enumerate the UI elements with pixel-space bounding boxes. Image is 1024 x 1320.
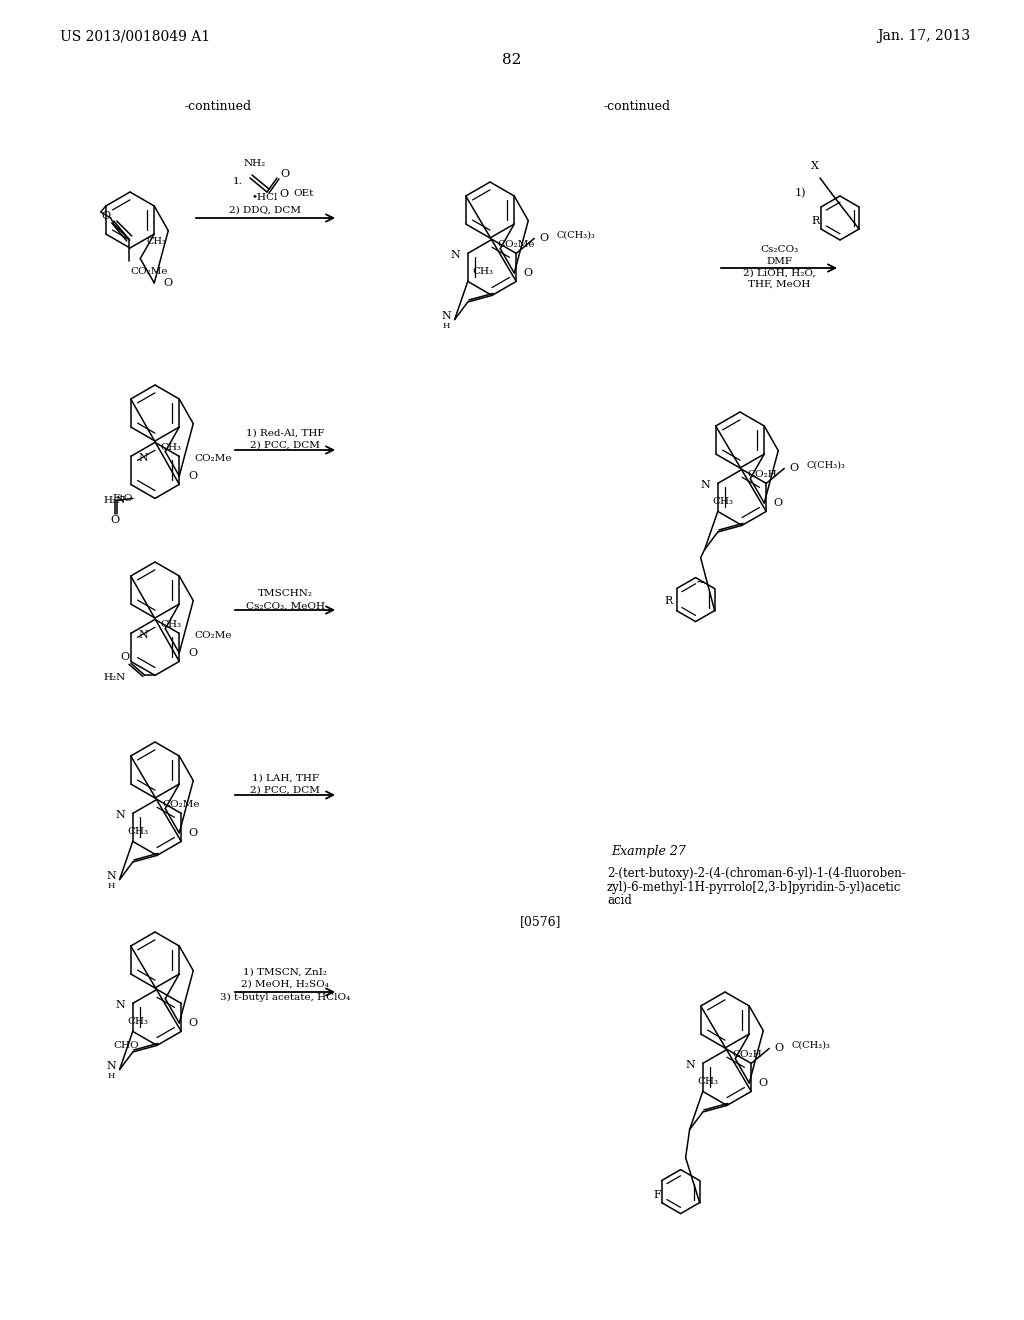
Text: R: R: [665, 595, 673, 606]
Text: X: X: [811, 161, 819, 172]
Text: CH₃: CH₃: [473, 267, 494, 276]
Text: -continued: -continued: [184, 100, 252, 114]
Text: Jan. 17, 2013: Jan. 17, 2013: [877, 29, 970, 44]
Text: O: O: [758, 1078, 767, 1088]
Text: THF, MeOH: THF, MeOH: [748, 280, 810, 289]
Text: CO₂H: CO₂H: [746, 470, 777, 479]
Text: US 2013/0018049 A1: US 2013/0018049 A1: [60, 29, 210, 44]
Text: 2) DDQ, DCM: 2) DDQ, DCM: [229, 206, 301, 214]
Text: N: N: [138, 631, 148, 640]
Text: O: O: [523, 268, 532, 279]
Text: O: O: [774, 1043, 783, 1053]
Text: DMF: DMF: [766, 256, 792, 265]
Text: H₂N: H₂N: [103, 496, 126, 504]
Text: O: O: [188, 648, 198, 657]
Text: O: O: [188, 471, 198, 480]
Text: Example 27: Example 27: [611, 845, 686, 858]
Text: CO₂Me: CO₂Me: [195, 454, 231, 463]
Text: CHO: CHO: [114, 1041, 139, 1049]
Text: NH₂: NH₂: [244, 160, 266, 169]
Text: O: O: [790, 463, 799, 474]
Text: 82: 82: [503, 53, 521, 67]
Text: Cs₂CO₃: Cs₂CO₃: [760, 246, 798, 255]
Text: O: O: [121, 652, 130, 663]
Text: acid: acid: [607, 895, 632, 908]
Text: N: N: [115, 1001, 125, 1010]
Text: O: O: [279, 189, 288, 199]
Text: N: N: [441, 310, 452, 321]
Text: CO₂H: CO₂H: [732, 1049, 762, 1059]
Text: TMSCHN₂: TMSCHN₂: [257, 589, 312, 598]
Text: O: O: [163, 279, 172, 288]
Text: H₂N: H₂N: [103, 673, 126, 682]
Text: CH₃: CH₃: [127, 1016, 148, 1026]
Text: C(CH₃)₃: C(CH₃)₃: [806, 461, 845, 470]
Text: 2) PCC, DCM: 2) PCC, DCM: [250, 441, 319, 450]
Text: H: H: [108, 882, 116, 890]
Text: N: N: [700, 480, 710, 491]
Text: CH₃: CH₃: [160, 444, 181, 451]
Text: N: N: [115, 810, 125, 821]
Text: N: N: [106, 1060, 117, 1071]
Text: N: N: [450, 251, 460, 260]
Text: 1.: 1.: [233, 177, 243, 186]
Text: O: O: [281, 169, 290, 180]
Text: •HCl: •HCl: [252, 194, 279, 202]
Text: CO₂Me: CO₂Me: [195, 631, 231, 640]
Text: -continued: -continued: [603, 100, 671, 114]
Text: H: H: [108, 1072, 116, 1080]
Text: 2-(tert-butoxy)-2-(4-(chroman-6-yl)-1-(4-fluoroben-: 2-(tert-butoxy)-2-(4-(chroman-6-yl)-1-(4…: [607, 866, 906, 879]
Text: F: F: [653, 1189, 662, 1200]
Text: 1) Red-Al, THF: 1) Red-Al, THF: [246, 429, 325, 437]
Text: Cs₂CO₃, MeOH: Cs₂CO₃, MeOH: [246, 602, 325, 610]
Text: ~: ~: [696, 578, 706, 587]
Text: H: H: [443, 322, 451, 330]
Text: O: O: [540, 234, 549, 243]
Text: CO₂Me: CO₂Me: [131, 267, 168, 276]
Text: 1): 1): [795, 187, 807, 198]
Text: 2) LiOH, H₂O,: 2) LiOH, H₂O,: [742, 268, 815, 277]
Text: 2) MeOH, H₂SO₄: 2) MeOH, H₂SO₄: [241, 979, 329, 989]
Text: CH₃: CH₃: [160, 620, 181, 628]
Text: N: N: [138, 453, 148, 463]
Text: CH₃: CH₃: [127, 826, 148, 836]
Text: 1) TMSCN, ZnI₂: 1) TMSCN, ZnI₂: [243, 968, 327, 977]
Text: C(CH₃)₃: C(CH₃)₃: [792, 1041, 830, 1049]
Text: O: O: [773, 498, 782, 508]
Text: 2) PCC, DCM: 2) PCC, DCM: [250, 785, 319, 795]
Text: C(CH₃)₃: C(CH₃)₃: [556, 231, 595, 240]
Text: O: O: [188, 828, 198, 838]
Text: CO₂Me: CO₂Me: [162, 800, 200, 809]
Text: O: O: [101, 211, 111, 220]
Text: CH₃: CH₃: [697, 1077, 718, 1086]
Text: 1) LAH, THF: 1) LAH, THF: [252, 774, 318, 783]
Text: OEt: OEt: [293, 190, 313, 198]
Text: CH₃: CH₃: [713, 496, 733, 506]
Text: N: N: [685, 1060, 694, 1071]
Text: [0576]: [0576]: [520, 916, 561, 928]
Text: CH₃: CH₃: [146, 236, 167, 246]
Text: 3) t-butyl acetate, HClO₄: 3) t-butyl acetate, HClO₄: [220, 993, 350, 1002]
Text: N: N: [106, 871, 117, 880]
Text: R: R: [812, 216, 820, 226]
Text: O: O: [188, 1018, 198, 1028]
Text: O: O: [111, 515, 120, 525]
Text: zyl)-6-methyl-1H-pyrrolo[2,3-b]pyridin-5-yl)acetic: zyl)-6-methyl-1H-pyrrolo[2,3-b]pyridin-5…: [607, 880, 901, 894]
Text: EtO: EtO: [113, 494, 133, 503]
Text: CO₂Me: CO₂Me: [497, 240, 535, 249]
